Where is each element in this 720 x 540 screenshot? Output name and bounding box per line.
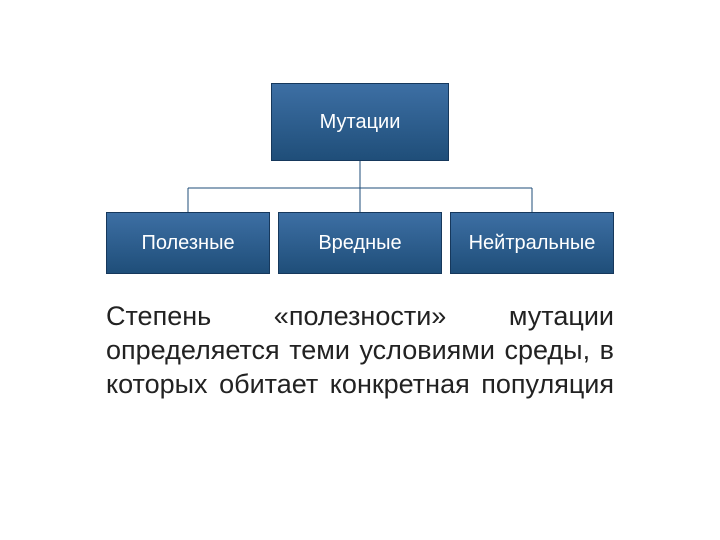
tree-child-node: Вредные [278,212,442,274]
caption-text: Степень «полезности» мутации определяетс… [106,300,614,401]
tree-child-node: Нейтральные [450,212,614,274]
tree-root-node: Мутации [271,83,449,161]
tree-root-label: Мутации [320,111,401,134]
slide: Мутации Полезные Вредные Нейтральные Сте… [0,0,720,540]
tree-child-label: Вредные [318,232,401,255]
tree-child-label: Полезные [141,232,234,255]
tree-child-label: Нейтральные [469,232,596,255]
tree-child-node: Полезные [106,212,270,274]
